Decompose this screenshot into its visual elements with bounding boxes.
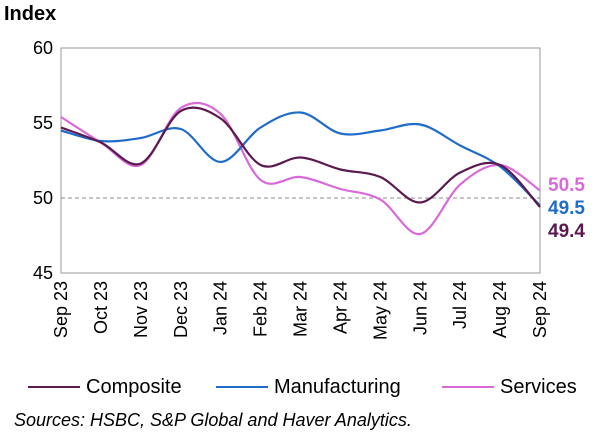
x-tick-label: Jul 24 bbox=[450, 281, 470, 329]
legend-swatch-services bbox=[442, 386, 494, 388]
legend-label-manufacturing: Manufacturing bbox=[274, 375, 401, 398]
x-tick-label: Feb 24 bbox=[251, 281, 271, 337]
series-line-composite bbox=[60, 106, 541, 208]
end-label-composite: 49.4 bbox=[548, 221, 585, 242]
x-tick-label: Aug 24 bbox=[490, 281, 510, 338]
legend-label-services: Services bbox=[500, 375, 577, 398]
x-tick-label: Oct 23 bbox=[91, 281, 111, 334]
legend-swatch-composite bbox=[28, 386, 80, 388]
legend-item-services: Services bbox=[442, 374, 577, 400]
x-tick-label: Dec 23 bbox=[171, 281, 191, 338]
legend-item-composite: Composite bbox=[28, 374, 182, 400]
y-axis-ticks: 45 50 55 60 bbox=[33, 38, 53, 283]
y-tick-label: 60 bbox=[33, 38, 53, 58]
x-tick-label: Apr 24 bbox=[330, 281, 350, 334]
x-tick-label: Mar 24 bbox=[291, 281, 311, 337]
legend: Composite Manufacturing Services bbox=[0, 374, 599, 400]
legend-item-manufacturing: Manufacturing bbox=[216, 374, 401, 400]
x-tick-label: Jan 24 bbox=[211, 281, 231, 335]
y-tick-label: 50 bbox=[33, 188, 53, 208]
line-chart: Index 45 50 55 60 Sep 23 Oct 23 Nov 23 Dec 23 J… bbox=[4, 3, 585, 340]
x-axis-ticks: Sep 23 Oct 23 Nov 23 Dec 23 Jan 24 Feb 24 Mar … bbox=[51, 281, 550, 340]
end-label-manufacturing: 49.5 bbox=[548, 198, 585, 219]
y-tick-label: 55 bbox=[33, 113, 53, 133]
legend-swatch-manufacturing bbox=[216, 386, 268, 388]
series-lines bbox=[60, 101, 541, 236]
x-tick-label: Sep 24 bbox=[530, 281, 550, 338]
end-labels: 49.449.550.5 bbox=[548, 175, 585, 242]
x-tick-label: May 24 bbox=[370, 281, 390, 340]
plot-area bbox=[60, 47, 541, 274]
x-tick-label: Nov 23 bbox=[131, 281, 151, 338]
source-note: Sources: HSBC, S&P Global and Haver Anal… bbox=[14, 410, 412, 430]
series-line-manufacturing bbox=[60, 111, 541, 207]
series-line-services bbox=[60, 101, 541, 236]
end-label-services: 50.5 bbox=[548, 175, 585, 196]
x-tick-label: Jun 24 bbox=[410, 281, 430, 335]
legend-label-composite: Composite bbox=[86, 375, 182, 398]
y-axis-title: Index bbox=[4, 3, 56, 25]
y-tick-label: 45 bbox=[33, 263, 53, 283]
x-tick-label: Sep 23 bbox=[51, 281, 71, 338]
